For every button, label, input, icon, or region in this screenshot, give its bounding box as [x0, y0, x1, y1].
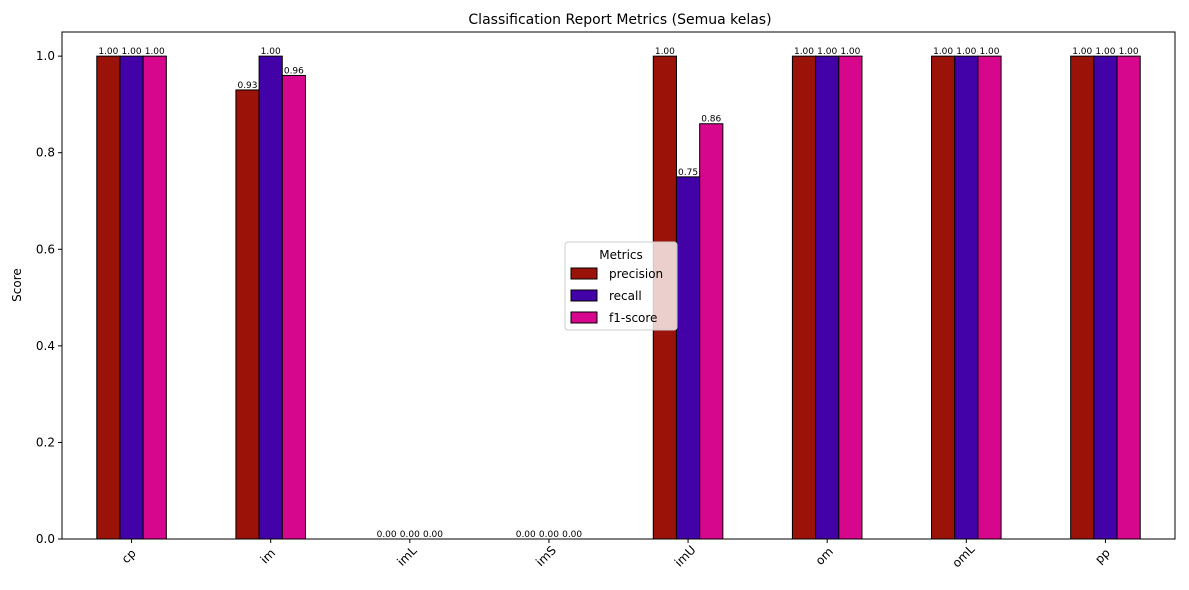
x-tick-label-cp: cp	[119, 546, 139, 566]
bar-precision-om	[791, 55, 817, 540]
data-label-f1-score-om: 1.00	[840, 47, 860, 57]
legend-swatch-precision	[570, 267, 598, 280]
legend-items: precision recall f1-score	[570, 267, 663, 325]
data-label-recall-pp: 1.00	[1095, 47, 1115, 57]
data-label-precision-cp: 1.00	[98, 47, 118, 57]
bar-precision-omL	[931, 55, 956, 540]
data-label-f1-score-im: 0.96	[284, 66, 304, 76]
bar-precision-pp	[1070, 55, 1095, 540]
legend-swatch-f1-score	[570, 311, 598, 324]
bar-f1-score-omL	[977, 55, 1002, 540]
y-tick-label: 0.0	[36, 532, 55, 546]
bar-f1-score-pp	[1116, 55, 1141, 540]
data-label-recall-im: 1.00	[261, 47, 281, 57]
data-label-recall-imS: 0.00	[539, 530, 559, 540]
y-tick-label: 1.0	[36, 49, 55, 63]
data-label-precision-imU: 1.00	[655, 47, 675, 57]
data-label-recall-om: 1.00	[817, 47, 837, 57]
bar-f1-score-om	[838, 55, 863, 540]
legend: Metrics precision recall f1-score	[564, 241, 678, 331]
x-tick-label-im: im	[258, 546, 279, 567]
data-label-recall-imL: 0.00	[400, 530, 420, 540]
y-axis-label: Score	[10, 268, 24, 302]
data-label-f1-score-pp: 1.00	[1119, 47, 1139, 57]
data-label-precision-omL: 1.00	[933, 47, 953, 57]
y-tick-label: 0.4	[36, 339, 55, 353]
data-label-recall-cp: 1.00	[122, 47, 142, 57]
legend-swatch-recall	[570, 289, 598, 302]
bar-f1-score-imU	[699, 123, 724, 540]
bar-precision-cp	[96, 55, 121, 540]
x-axis-ticks: cp im imL imS imU om omL pp	[119, 539, 1113, 570]
bar-recall-om	[815, 55, 840, 540]
bar-precision-im	[235, 89, 260, 540]
y-tick-label: 0.6	[36, 242, 55, 256]
data-label-precision-imS: 0.00	[516, 530, 536, 540]
data-label-recall-imU: 0.75	[678, 168, 698, 178]
bar-f1-score-cp	[142, 55, 167, 540]
data-label-f1-score-cp: 1.00	[145, 47, 165, 57]
legend-box	[564, 241, 678, 331]
y-tick-label: 0.2	[36, 435, 55, 449]
data-label-f1-score-imL: 0.00	[423, 530, 443, 540]
bar-recall-pp	[1093, 55, 1118, 540]
data-label-f1-score-omL: 1.00	[979, 47, 999, 57]
legend-label-f1-score: f1-score	[609, 311, 657, 325]
bars-group	[96, 55, 1141, 540]
y-tick-label: 0.8	[36, 146, 55, 160]
x-tick-label-imS: imS	[533, 543, 559, 569]
data-label-recall-omL: 1.00	[956, 47, 976, 57]
x-tick-label-omL: omL	[949, 542, 977, 570]
data-label-precision-pp: 1.00	[1072, 47, 1092, 57]
bar-recall-cp	[119, 55, 144, 540]
bar-recall-imU	[675, 176, 701, 540]
data-label-precision-im: 0.93	[237, 81, 257, 91]
plot-frame	[61, 31, 1176, 540]
chart-title: Classification Report Metrics (Semua kel…	[468, 12, 771, 28]
y-axis-ticks: 0.0 0.2 0.4 0.6 0.8 1.0	[36, 49, 62, 546]
data-label-f1-score-imU: 0.86	[701, 115, 721, 125]
legend-label-precision: precision	[609, 267, 663, 281]
x-tick-label-imL: imL	[394, 543, 419, 568]
x-tick-label-imU: imU	[672, 543, 699, 570]
data-labels-group: 1.00 1.00 1.000.931.000.960.00 0.00 0.00 0.00…	[98, 47, 1139, 540]
data-label-precision-om: 1.00	[794, 47, 814, 57]
legend-label-recall: recall	[609, 289, 642, 303]
legend-title: Metrics	[599, 248, 643, 262]
bar-recall-im	[258, 55, 283, 540]
x-tick-label-om: om	[813, 544, 836, 567]
data-label-precision-imL: 0.00	[377, 530, 397, 540]
data-label-f1-score-imS: 0.00	[562, 530, 582, 540]
bar-f1-score-im	[281, 74, 306, 540]
x-tick-label-pp: pp	[1092, 546, 1113, 567]
bar-recall-omL	[954, 55, 979, 540]
